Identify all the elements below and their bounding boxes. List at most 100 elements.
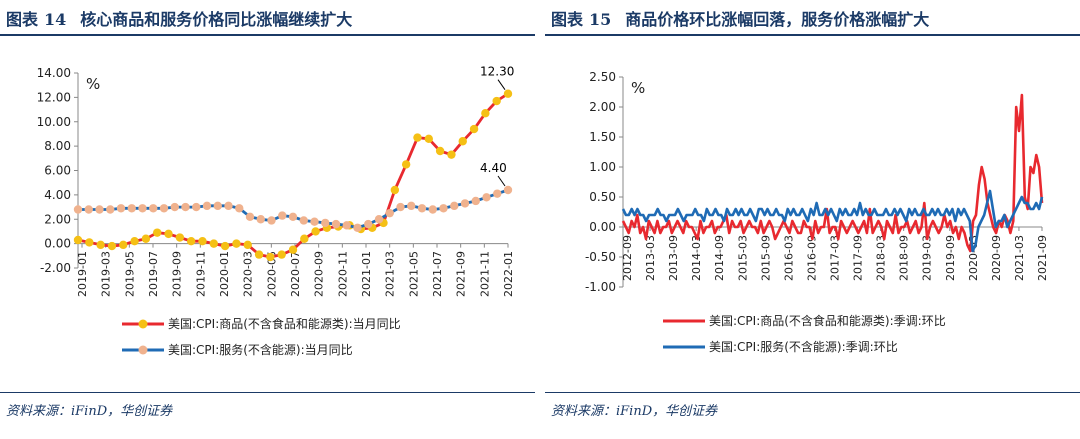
left-chart-x-tick-label: 2020-05	[265, 251, 278, 297]
left-chart-series-1-point	[288, 212, 298, 222]
left-chart-x-tick-label: 2022-01	[502, 251, 515, 297]
left-chart-series-0-point	[96, 240, 105, 250]
left-chart-series-1-point	[84, 205, 93, 214]
right-chart-x-tick-label: 2020-09	[990, 235, 1003, 281]
right-chart-x-tick-label: 2013-03	[644, 235, 657, 281]
left-chart-series-0-point	[254, 250, 264, 259]
left-chart-series-0-line	[77, 92, 509, 259]
left-chart-series-1-point	[503, 185, 513, 195]
right-source-note: 资料来源：iFinD，华创证券	[551, 404, 718, 419]
right-title-rule	[545, 34, 1080, 36]
left-chart-x-tick-label: 2019-11	[194, 251, 207, 297]
left-chart-series-1-point	[245, 212, 255, 222]
left-chart-series-0-point	[141, 234, 151, 243]
left-chart-series-1-point	[407, 201, 416, 211]
right-chart-x-tick-label: 2015-09	[759, 235, 772, 281]
right-chart-y-tick-label: -1.00	[585, 280, 616, 294]
left-chart-series-0-point	[232, 239, 241, 248]
left-chart-series-0-point	[130, 236, 139, 246]
left-chart-series-0-point	[186, 236, 196, 246]
left-chart-legend-label: 美国:CPI:服务(不含能源):当月同比	[168, 342, 353, 357]
left-chart-series-1-point	[149, 204, 158, 213]
left-chart-annotation-leader	[497, 79, 506, 91]
left-chart-series-1-point	[256, 215, 265, 224]
left-chart-x-tick-label: 2019-01	[76, 251, 89, 297]
right-chart-x-tick-label: 2017-03	[829, 235, 842, 281]
left-chart-x-tick-label: 2019-05	[123, 251, 136, 297]
left-chart-x-tick-label: 2020-07	[289, 251, 302, 297]
right-chart-y-tick-label: 0.50	[589, 190, 616, 204]
left-figure-title: 图表 14 核心商品和服务价格同比涨幅继续扩大	[6, 6, 352, 30]
left-chart-series-1-point	[482, 193, 491, 202]
left-chart-series-1-point	[224, 201, 233, 211]
left-chart-annotation-label: 12.30	[480, 65, 514, 79]
right-chart-panel: 图表 15 商品价格环比涨幅回落，服务价格涨幅扩大 -1.00 -0.50 0.00 0.…	[545, 0, 1080, 439]
left-chart-series-0-point	[469, 124, 479, 134]
left-chart-annotation-leader	[497, 175, 506, 187]
right-figure-label: 图表	[551, 10, 584, 29]
left-chart-series-1-point	[428, 205, 437, 214]
left-chart-series-0-point	[107, 241, 117, 251]
left-chart-series-0-point	[277, 250, 286, 259]
left-chart-series-0-point	[209, 239, 218, 248]
left-chart-x-tick-label: 2020-11	[336, 251, 349, 297]
right-figure-number: 15	[589, 10, 612, 29]
left-chart-series-0-point	[288, 245, 298, 254]
left-figure-number: 14	[44, 10, 67, 29]
right-chart-y-unit-label: %	[631, 79, 645, 97]
left-chart-legend-label: 美国:CPI:商品(不含食品和能源类):当月同比	[168, 316, 401, 331]
left-chart-panel: 图表 14 核心商品和服务价格同比涨幅继续扩大 -2.00 0.00 2.00 4.00 6…	[0, 0, 535, 439]
left-chart-annotation-label: 4.40	[480, 161, 507, 175]
left-chart-series-0-point	[153, 228, 162, 237]
left-chart-series-0-point	[458, 137, 467, 146]
right-chart-legend-label: 美国:CPI:服务(不含能源):季调:环比	[709, 339, 898, 354]
left-chart-y-unit-label: %	[86, 75, 100, 93]
left-chart-x-tick-label: 2021-01	[360, 251, 373, 297]
left-chart-x-tick-label: 2021-11	[478, 251, 491, 297]
right-figure-title: 图表 15 商品价格环比涨幅回落，服务价格涨幅扩大	[551, 6, 929, 30]
left-chart-series-1-point	[460, 199, 470, 208]
left-chart-x-tick-label: 2019-09	[171, 251, 184, 297]
left-chart-series-0-point	[266, 252, 275, 262]
left-chart-series-1-point	[95, 205, 104, 214]
left-chart-y-tick-label: 0.00	[44, 237, 71, 251]
left-source-rule	[0, 392, 535, 393]
left-chart-series-1-point	[235, 204, 244, 213]
right-chart-x-tick-label: 2017-09	[852, 235, 865, 281]
left-chart-y-tick-label: 12.00	[37, 90, 71, 104]
left-chart-series-1-point	[396, 202, 405, 212]
left-chart-series-1-point	[202, 201, 212, 211]
left-chart-y-tick-label: -2.00	[40, 261, 71, 275]
right-chart-x-tick-label: 2015-03	[736, 235, 749, 281]
right-chart-y-tick-label: 2.50	[589, 70, 616, 84]
left-chart-series-1-point	[267, 216, 276, 225]
left-figure-label: 图表	[6, 10, 39, 29]
left-title-rule	[0, 34, 535, 36]
left-chart-series-1-point	[170, 202, 179, 212]
left-chart-x-tick-label: 2020-03	[242, 251, 255, 297]
left-chart-series-0-point	[481, 109, 490, 118]
left-chart-series-0-point	[175, 233, 185, 242]
right-chart-x-tick-label: 2019-09	[944, 235, 957, 281]
left-chart-series-1-point	[213, 201, 222, 211]
left-chart-y-tick-label: 10.00	[37, 115, 71, 129]
left-chart-series-0-point	[503, 89, 513, 98]
left-chart-series-1-point	[159, 204, 169, 213]
left-chart-series-0-point	[243, 240, 252, 250]
left-chart-series-0-point	[198, 236, 207, 246]
left-chart-x-tick-label: 2020-09	[313, 251, 326, 297]
left-chart-series-1-point	[331, 219, 341, 229]
right-chart-legend-label: 美国:CPI:商品(不含食品和能源类):季调:环比	[709, 313, 946, 328]
left-chart-series-0-point	[311, 227, 320, 236]
left-chart-series-1-point	[73, 205, 83, 214]
left-chart-legend-swatch-marker	[138, 345, 148, 355]
right-chart-x-tick-label: 2018-03	[875, 235, 888, 281]
right-source-rule	[545, 392, 1080, 393]
right-figure-text: 商品价格环比涨幅回落，服务价格涨幅扩大	[625, 10, 930, 29]
right-chart-y-tick-label: 1.50	[589, 130, 616, 144]
left-chart-series-0-point	[492, 96, 501, 106]
left-chart-series-0-point	[119, 240, 128, 250]
left-chart-x-tick-label: 2021-03	[384, 251, 397, 297]
left-chart-series-1-point	[374, 215, 384, 224]
right-chart-x-tick-label: 2016-03	[782, 235, 795, 281]
